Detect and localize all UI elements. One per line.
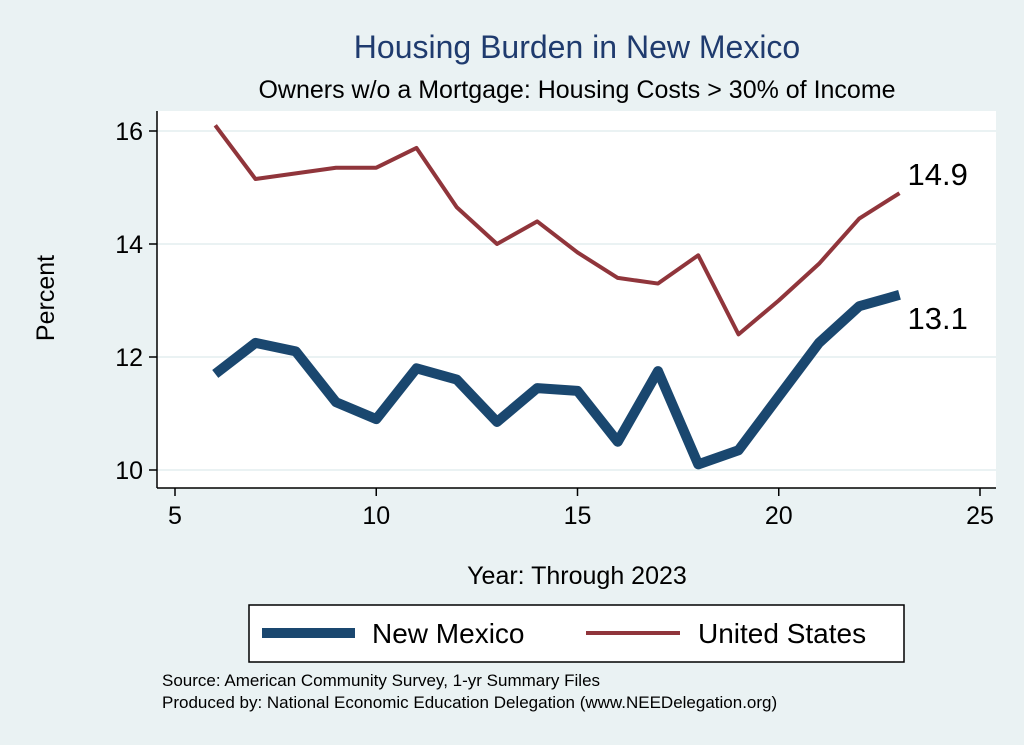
y-tick-label: 14	[115, 231, 143, 259]
producer-note: Produced by: National Economic Education…	[162, 693, 777, 712]
series-lines	[212, 124, 901, 470]
tick-labels: 10 12 14 16 5 10 15 20 25	[115, 118, 994, 530]
y-tick-label: 12	[115, 344, 143, 372]
y-axis-label: Percent	[32, 255, 60, 341]
series-line-new-mexico	[212, 290, 901, 470]
y-tick-label: 16	[115, 118, 143, 146]
end-label-united-states: 14.9	[908, 157, 968, 192]
legend: New Mexico United States	[248, 604, 905, 663]
x-tick-label: 10	[362, 502, 390, 530]
axes	[149, 111, 996, 496]
series-line-united-states	[213, 124, 901, 337]
end-label-new-mexico: 13.1	[908, 301, 968, 336]
legend-label-united-states: United States	[698, 618, 866, 649]
x-tick-label: 20	[765, 502, 793, 530]
x-tick-label: 15	[564, 502, 592, 530]
source-note: Source: American Community Survey, 1-yr …	[162, 671, 600, 690]
legend-label-new-mexico: New Mexico	[372, 618, 524, 649]
x-axis-label: Year: Through 2023	[467, 562, 687, 590]
end-labels: 13.1 14.9	[908, 157, 968, 336]
legend-box	[248, 604, 905, 663]
chart-subtitle: Owners w/o a Mortgage: Housing Costs > 3…	[258, 76, 895, 104]
y-tick-label: 10	[115, 457, 143, 485]
x-tick-label: 5	[168, 502, 182, 530]
x-tick-label: 25	[966, 502, 994, 530]
chart-title: Housing Burden in New Mexico	[354, 29, 800, 65]
